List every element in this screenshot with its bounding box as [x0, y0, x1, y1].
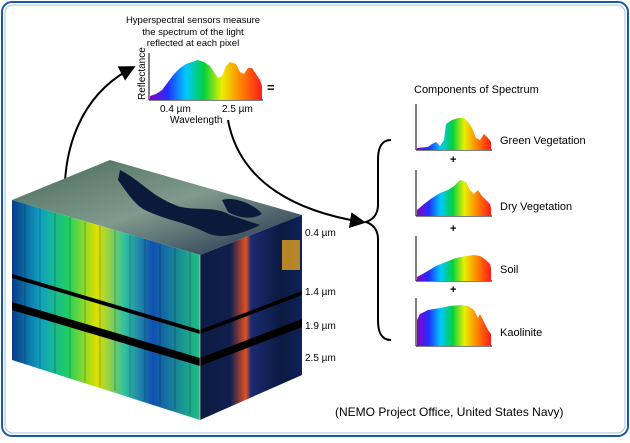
x-axis-max-label: 2.5 µm [222, 104, 253, 115]
component-label-dry-vegetation: Dry Vegetation [500, 201, 573, 213]
component-green-vegetation-chart [415, 104, 492, 151]
component-label-soil: Soil [500, 264, 519, 276]
components-title: Components of Spectrum [414, 84, 539, 96]
component-label-kaolinite: Kaolinite [500, 327, 543, 339]
arrow-spectrum-to-components [227, 119, 366, 228]
soil-curve [417, 255, 491, 281]
intro-text: Hyperspectral sensors measure the spectr… [125, 15, 261, 49]
cube-side-face [12, 200, 200, 420]
y-axis-label: Reflectance [137, 47, 148, 100]
band-label-0-4: 0.4 µm [305, 228, 336, 239]
components-brace [362, 139, 392, 341]
cube-band-gap-2 [12, 302, 200, 366]
cube-top-water [118, 170, 260, 236]
plus-sign: + [450, 154, 457, 166]
frame-inner-border [4, 4, 626, 434]
source-credit: (NEMO Project Office, United States Navy… [335, 405, 564, 419]
x-axis-min-label: 0.4 µm [160, 104, 191, 115]
plus-sign: + [450, 223, 457, 235]
hyperspectral-cube [12, 160, 302, 420]
equals-sign: = [267, 80, 275, 95]
pixel-spectrum-chart [148, 53, 263, 101]
component-label-green-vegetation: Green Vegetation [500, 135, 586, 147]
cube-side-stripes [24, 204, 191, 414]
cube-band-gap-1 [12, 274, 200, 334]
kaolinite-curve [417, 305, 491, 346]
cube-front-hotspot [282, 240, 300, 270]
x-axis-label: Wavelength [170, 115, 223, 126]
component-dry-vegetation-chart [415, 170, 492, 217]
cube-band-gap-2-front [200, 319, 302, 366]
cube-band-gap-1-front [200, 291, 302, 334]
cube-top-lake [222, 199, 262, 218]
component-soil-chart [415, 236, 492, 282]
pixel-spectrum-curve [150, 60, 262, 100]
green-vegetation-curve [417, 118, 491, 150]
component-kaolinite-chart [415, 298, 492, 347]
plus-sign: + [450, 284, 457, 296]
band-label-2-5: 2.5 µm [305, 353, 336, 364]
band-label-1-4: 1.4 µm [305, 287, 336, 298]
cube-front-face [200, 215, 302, 420]
band-label-1-9: 1.9 µm [305, 321, 336, 332]
dry-vegetation-curve [417, 180, 491, 216]
